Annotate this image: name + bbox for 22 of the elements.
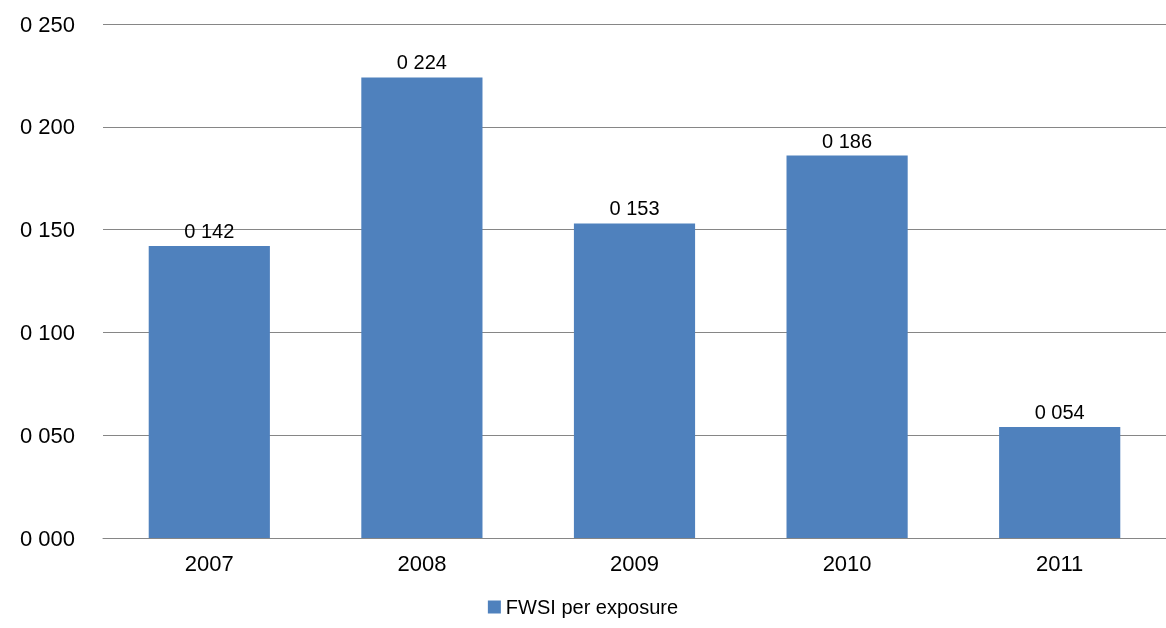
legend-label: FWSI per exposure	[505, 596, 679, 618]
y-tick-label: 0 100	[19, 319, 75, 345]
y-tick-label: 0 200	[19, 114, 75, 140]
x-tick-label: 2007	[184, 550, 234, 576]
data-label: 0 186	[822, 129, 873, 152]
y-tick-label: 0 050	[19, 422, 75, 448]
x-tick-label: 2011	[1036, 550, 1084, 576]
bar	[361, 77, 483, 538]
y-tick-label: 0 250	[19, 11, 75, 37]
bar	[148, 246, 270, 538]
x-tick-label: 2010	[822, 550, 872, 576]
bar	[573, 223, 696, 538]
bar	[999, 426, 1121, 538]
x-tick-label: 2009	[610, 550, 659, 576]
data-label: 0 153	[609, 197, 660, 220]
bar	[786, 155, 908, 538]
y-tick-label: 0 000	[19, 525, 75, 551]
data-label: 0 224	[396, 51, 447, 74]
y-tick-label: 0 150	[19, 217, 75, 243]
x-tick-label: 2008	[397, 550, 447, 576]
data-label: 0 142	[184, 220, 235, 243]
data-label: 0 054	[1034, 400, 1085, 423]
